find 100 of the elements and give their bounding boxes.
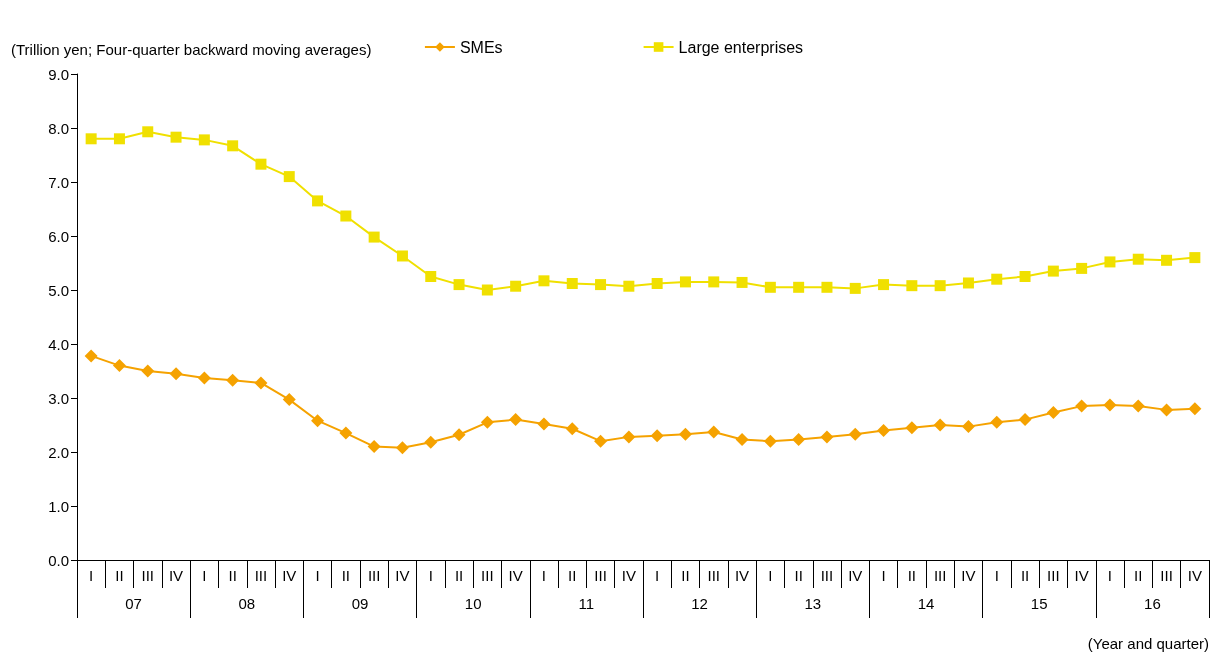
x-tick-label: III: [141, 567, 155, 584]
point: [85, 133, 97, 145]
point: [764, 281, 776, 293]
point: [679, 276, 691, 288]
text: 16: [1144, 595, 1161, 612]
point: [792, 433, 806, 447]
x-tick-label: III: [707, 567, 721, 584]
point: [453, 279, 465, 291]
y-tick-label: 8.0: [48, 119, 69, 137]
y-tick-label: 5.0: [48, 281, 69, 299]
y-tick-label: 4.0: [48, 335, 69, 353]
x-tick-label: I: [768, 567, 773, 584]
point: [877, 423, 891, 437]
x-tick-label: II: [681, 567, 690, 584]
point: [283, 171, 295, 183]
point: [934, 280, 946, 292]
point: [678, 427, 692, 441]
text: 08: [238, 595, 256, 612]
point: [962, 277, 974, 289]
x-tick-label: II: [454, 567, 464, 584]
point: [1019, 271, 1031, 282]
point: [311, 414, 325, 428]
point: [622, 430, 636, 444]
point: [1075, 399, 1089, 413]
y-tick-label: 3.0: [48, 389, 69, 407]
x-tick-label: IV: [168, 567, 184, 584]
x-tick-label: I: [428, 567, 433, 584]
point: [538, 275, 550, 287]
point: [623, 280, 635, 292]
point: [141, 364, 155, 378]
x-tick-label: I: [881, 567, 886, 584]
point: [254, 376, 268, 390]
point: [142, 126, 154, 138]
x-tick-label: II: [115, 567, 124, 584]
x-tick-label: I: [1107, 567, 1113, 584]
point: [990, 415, 1004, 429]
point: [736, 276, 748, 288]
point: [906, 280, 918, 292]
point: [1104, 256, 1116, 268]
x-tick-label: IV: [1187, 567, 1202, 584]
x-tick-label: IV: [621, 567, 636, 584]
point: [1160, 403, 1174, 417]
point: [651, 278, 663, 290]
point: [169, 367, 183, 381]
point: [339, 426, 353, 440]
x-tick-label: I: [315, 567, 320, 584]
point: [1189, 252, 1201, 264]
point: [226, 373, 240, 387]
point: [594, 434, 608, 448]
point: [961, 420, 975, 434]
point: [820, 430, 834, 444]
text: 12: [691, 595, 708, 612]
point: [312, 195, 324, 207]
text: 13: [804, 595, 822, 612]
point: [566, 278, 578, 290]
point: [650, 429, 664, 443]
y-tick-label: 9.0: [48, 65, 69, 83]
x-axis-title: (Year and quarter): [1087, 635, 1209, 652]
point: [425, 271, 437, 282]
point: [367, 440, 381, 454]
point: [848, 427, 862, 441]
point: [1047, 265, 1059, 277]
x-tick-label: II: [1134, 567, 1143, 584]
point: [424, 435, 438, 449]
x-tick-label: III: [367, 567, 381, 584]
point: [282, 393, 296, 407]
point: [1076, 262, 1088, 274]
text: 07: [125, 595, 142, 612]
x-tick-label: IV: [734, 567, 750, 584]
text: 14: [917, 595, 935, 612]
x-tick-label: II: [341, 567, 351, 584]
point: [198, 134, 210, 146]
point: [793, 281, 805, 293]
point: [227, 140, 239, 152]
point: [112, 359, 126, 373]
x-tick-label: I: [655, 567, 660, 584]
x-tick-label: IV: [395, 567, 410, 584]
point: [395, 441, 409, 455]
point: [1046, 406, 1060, 420]
x-tick-label: III: [1160, 567, 1173, 584]
x-tick-label: I: [89, 567, 94, 584]
point: [763, 434, 777, 448]
point: [537, 417, 551, 431]
legend-label: Large enterprises: [678, 38, 804, 56]
x-tick-label: III: [820, 567, 834, 584]
point: [509, 413, 523, 427]
x-tick-label: II: [568, 567, 577, 584]
point: [991, 273, 1003, 285]
point: [1132, 253, 1144, 265]
x-tick-label: IV: [508, 567, 523, 584]
y-tick-label: 2.0: [48, 443, 69, 461]
x-tick-label: IV: [848, 567, 863, 584]
point: [821, 281, 833, 293]
point: [1161, 254, 1173, 266]
x-tick-label: III: [481, 567, 494, 584]
x-tick-label: II: [1020, 567, 1030, 584]
point: [1018, 413, 1032, 427]
x-tick-label: III: [1047, 567, 1060, 584]
point: [708, 276, 720, 288]
x-tick-label: IV: [282, 567, 297, 584]
